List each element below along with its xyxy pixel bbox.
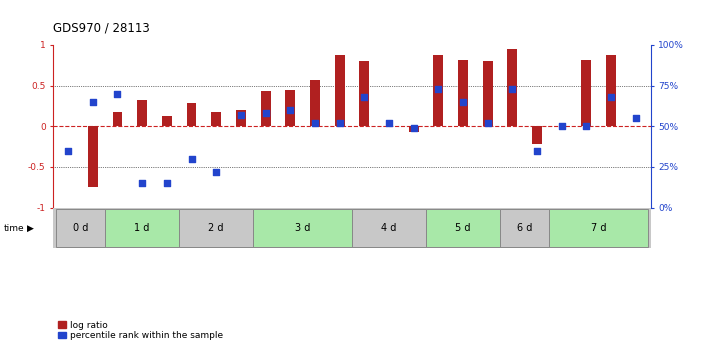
Text: 5 d: 5 d	[455, 223, 471, 233]
Point	[161, 180, 173, 186]
Bar	[253, 209, 352, 247]
Bar	[532, 126, 542, 144]
Point	[260, 110, 272, 116]
Text: ▶: ▶	[27, 224, 34, 233]
Text: 3 d: 3 d	[295, 223, 310, 233]
Point	[482, 120, 493, 126]
Bar	[335, 56, 345, 126]
Bar	[105, 209, 179, 247]
Bar	[458, 59, 468, 126]
Point	[112, 91, 123, 97]
Bar	[434, 55, 443, 126]
Text: 6 d: 6 d	[517, 223, 533, 233]
Bar	[352, 209, 426, 247]
Point	[605, 94, 616, 100]
Bar	[310, 80, 320, 126]
Point	[383, 120, 395, 126]
Point	[210, 169, 222, 175]
Bar	[211, 112, 221, 126]
Bar	[550, 209, 648, 247]
Text: 7 d: 7 d	[591, 223, 606, 233]
Legend: log ratio, percentile rank within the sample: log ratio, percentile rank within the sa…	[58, 321, 223, 341]
Point	[432, 86, 444, 91]
Bar	[500, 209, 550, 247]
Bar	[261, 91, 270, 126]
Point	[581, 124, 592, 129]
Bar	[112, 112, 122, 126]
Bar	[409, 126, 419, 132]
Bar	[359, 61, 369, 126]
Bar	[285, 90, 295, 126]
Point	[556, 124, 567, 129]
Text: 4 d: 4 d	[381, 223, 397, 233]
Bar	[236, 110, 246, 126]
Point	[235, 112, 247, 118]
Point	[137, 180, 148, 186]
Bar	[137, 100, 147, 126]
Point	[507, 86, 518, 91]
Point	[358, 94, 370, 100]
Point	[630, 115, 641, 121]
Point	[186, 156, 197, 161]
Point	[457, 99, 469, 105]
Text: time: time	[4, 224, 24, 233]
Bar	[162, 117, 172, 126]
Bar	[508, 49, 518, 126]
Point	[63, 148, 74, 154]
Point	[284, 107, 296, 113]
Bar	[88, 126, 97, 187]
Point	[408, 125, 419, 131]
Text: 1 d: 1 d	[134, 223, 150, 233]
Bar	[426, 209, 500, 247]
Bar	[582, 59, 592, 126]
Bar	[186, 104, 196, 126]
Text: 2 d: 2 d	[208, 223, 224, 233]
Text: GDS970 / 28113: GDS970 / 28113	[53, 21, 150, 34]
Bar	[606, 55, 616, 126]
Point	[309, 120, 321, 126]
Point	[531, 148, 542, 154]
Text: 0 d: 0 d	[73, 223, 88, 233]
Bar	[55, 209, 105, 247]
Bar	[483, 61, 493, 126]
Bar	[179, 209, 253, 247]
Point	[334, 120, 346, 126]
Point	[87, 99, 99, 105]
